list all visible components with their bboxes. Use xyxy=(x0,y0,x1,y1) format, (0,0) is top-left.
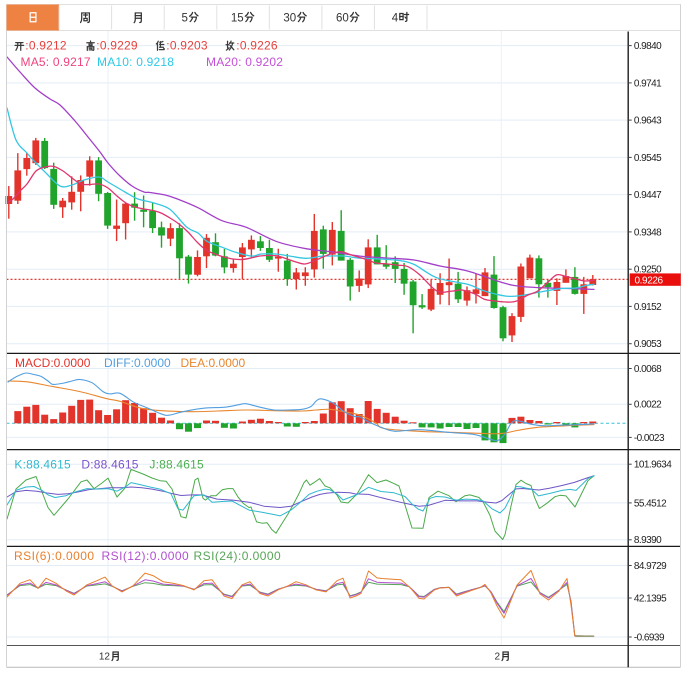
svg-text:0.9250: 0.9250 xyxy=(634,265,662,276)
svg-text:5: 5 xyxy=(181,13,187,25)
svg-text:12: 12 xyxy=(99,651,111,662)
svg-text::0.9203: :0.9203 xyxy=(166,38,208,52)
svg-text:0.9226: 0.9226 xyxy=(635,275,664,286)
svg-text:101.9634: 101.9634 xyxy=(634,460,672,471)
svg-text:0.9053: 0.9053 xyxy=(634,339,662,350)
svg-text:0.9840: 0.9840 xyxy=(634,41,662,52)
svg-text:2: 2 xyxy=(494,651,500,662)
svg-text:DIFF:0.0000: DIFF:0.0000 xyxy=(104,356,171,370)
svg-text:84.9729: 84.9729 xyxy=(634,561,667,572)
svg-text:0.9545: 0.9545 xyxy=(634,153,662,164)
svg-text:-0.6939: -0.6939 xyxy=(634,632,665,643)
svg-text:MA10: 0.9218: MA10: 0.9218 xyxy=(97,55,174,69)
svg-text:0.9447: 0.9447 xyxy=(634,190,662,201)
svg-text::0.9229: :0.9229 xyxy=(96,38,138,52)
svg-text:RSI(24):0.0000: RSI(24):0.0000 xyxy=(194,549,282,563)
svg-text:15: 15 xyxy=(231,13,244,25)
svg-text:0.9741: 0.9741 xyxy=(634,78,662,89)
svg-text:DEA:0.0000: DEA:0.0000 xyxy=(181,356,246,370)
svg-text:MACD:0.0000: MACD:0.0000 xyxy=(15,356,91,370)
svg-text:MA20: 0.9202: MA20: 0.9202 xyxy=(206,55,283,69)
svg-text:J:88.4615: J:88.4615 xyxy=(149,458,204,472)
svg-text:0.9152: 0.9152 xyxy=(634,302,662,313)
svg-text:0.0022: 0.0022 xyxy=(634,400,662,411)
svg-text:0.9348: 0.9348 xyxy=(634,227,662,238)
svg-text:-0.0023: -0.0023 xyxy=(634,433,665,444)
svg-text:30: 30 xyxy=(283,13,296,25)
svg-text:42.1395: 42.1395 xyxy=(634,593,667,604)
svg-text::0.9212: :0.9212 xyxy=(25,38,67,52)
svg-text:4: 4 xyxy=(392,13,399,25)
svg-text:K:88.4615: K:88.4615 xyxy=(14,458,71,472)
svg-text:0.9643: 0.9643 xyxy=(634,116,662,127)
svg-text:D:88.4615: D:88.4615 xyxy=(81,458,138,472)
svg-text:60: 60 xyxy=(336,13,349,25)
svg-text:0.0068: 0.0068 xyxy=(634,364,662,375)
svg-text:MA5: 0.9217: MA5: 0.9217 xyxy=(21,55,91,69)
svg-text:55.4512: 55.4512 xyxy=(634,498,667,509)
svg-text:RSI(12):0.0000: RSI(12):0.0000 xyxy=(102,549,190,563)
svg-text:RSI(6):0.0000: RSI(6):0.0000 xyxy=(14,549,95,563)
svg-text:8.9390: 8.9390 xyxy=(634,535,662,546)
svg-text::0.9226: :0.9226 xyxy=(236,38,278,52)
